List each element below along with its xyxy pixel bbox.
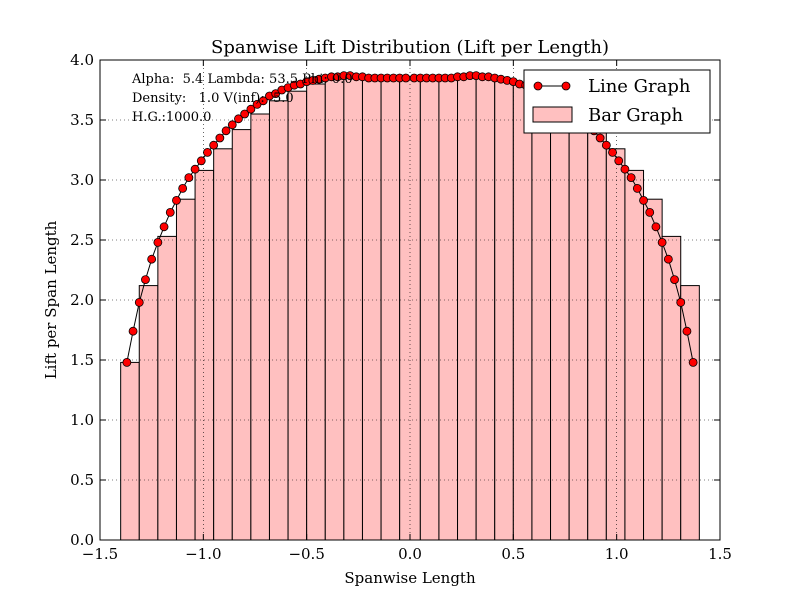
bar bbox=[680, 285, 700, 541]
line-point bbox=[601, 140, 611, 150]
legend-marker-swatch bbox=[561, 81, 571, 91]
line-point bbox=[221, 126, 231, 136]
line-point bbox=[184, 173, 194, 183]
bar bbox=[138, 285, 159, 541]
y-tick-label: 0.0 bbox=[70, 531, 94, 549]
bar bbox=[643, 198, 663, 541]
line-point bbox=[676, 297, 686, 307]
annotation-line: Alpha: 5.4 Lambda: 53.5 Phi: 0.0 bbox=[131, 72, 353, 87]
line-point bbox=[134, 297, 144, 307]
line-point bbox=[651, 222, 661, 232]
bar bbox=[120, 361, 140, 541]
line-point bbox=[645, 207, 655, 217]
y-axis-label: Lift per Span Length bbox=[42, 220, 60, 379]
line-point bbox=[614, 156, 624, 166]
bar bbox=[213, 148, 233, 541]
line-point bbox=[172, 195, 181, 205]
line-point bbox=[620, 164, 630, 174]
x-tick-label: 1.5 bbox=[708, 545, 732, 563]
bar bbox=[438, 76, 459, 541]
line-point bbox=[227, 120, 237, 130]
line-point bbox=[234, 114, 243, 124]
line-point bbox=[657, 237, 667, 247]
y-tick-label: 3.5 bbox=[70, 111, 94, 129]
bar bbox=[587, 129, 607, 541]
bar bbox=[419, 77, 440, 541]
bar bbox=[250, 113, 270, 541]
line-point bbox=[178, 183, 188, 193]
y-tick-label: 2.0 bbox=[70, 291, 94, 309]
line-point bbox=[626, 173, 636, 183]
line-point bbox=[608, 147, 617, 157]
line-point bbox=[682, 326, 692, 336]
line-point bbox=[240, 109, 250, 119]
line-point bbox=[258, 96, 268, 106]
y-tick-label: 2.5 bbox=[70, 231, 94, 249]
x-tick-label: 0.0 bbox=[398, 545, 422, 563]
line-point bbox=[128, 326, 138, 336]
y-tick-label: 3.0 bbox=[70, 171, 94, 189]
chart-title: Spanwise Lift Distribution (Lift per Len… bbox=[211, 37, 609, 58]
bar bbox=[494, 78, 514, 541]
x-tick-label: −1.5 bbox=[82, 545, 118, 563]
bar bbox=[550, 100, 570, 541]
line-point bbox=[246, 104, 256, 114]
line-point bbox=[663, 254, 673, 264]
y-tick-label: 0.5 bbox=[70, 471, 94, 489]
bar bbox=[157, 235, 177, 541]
legend: Line Graph Bar Graph bbox=[523, 69, 711, 134]
line-point bbox=[159, 222, 169, 232]
line-point bbox=[165, 207, 175, 217]
y-tick-label: 4.0 bbox=[70, 51, 94, 69]
legend-label-bar: Bar Graph bbox=[588, 105, 684, 126]
annotation-line: Density: 1.0 V(inf): 5.0 bbox=[132, 91, 294, 106]
line-point bbox=[203, 147, 212, 157]
line-point bbox=[147, 254, 157, 264]
line-point bbox=[670, 275, 679, 285]
annotation-block: Alpha: 5.4 Lambda: 53.5 Phi: 0.0 Density… bbox=[131, 72, 353, 125]
line-point bbox=[401, 73, 411, 83]
line-point bbox=[190, 164, 200, 174]
bar bbox=[380, 76, 401, 541]
bar bbox=[605, 148, 626, 541]
bar bbox=[306, 83, 326, 541]
x-axis-label: Spanwise Length bbox=[344, 569, 476, 587]
bar bbox=[624, 169, 645, 541]
y-tick-label: 1.5 bbox=[70, 351, 94, 369]
x-tick-label: −0.5 bbox=[288, 545, 324, 563]
x-tick-label: −1.0 bbox=[185, 545, 221, 563]
bar bbox=[512, 83, 533, 541]
line-point bbox=[632, 183, 642, 193]
bar bbox=[568, 113, 589, 541]
x-tick-label: 1.0 bbox=[605, 545, 629, 563]
line-point bbox=[196, 156, 206, 166]
y-tick-label: 1.0 bbox=[70, 411, 94, 429]
bar bbox=[175, 198, 196, 541]
legend-label-line: Line Graph bbox=[588, 76, 691, 97]
x-tick-label: 0.5 bbox=[501, 545, 525, 563]
bar bbox=[343, 76, 363, 541]
bar bbox=[457, 75, 477, 541]
line-point bbox=[688, 357, 698, 367]
legend-marker-swatch bbox=[533, 81, 543, 91]
bar bbox=[194, 169, 215, 541]
bar bbox=[324, 78, 345, 541]
line-point bbox=[595, 133, 605, 143]
line-point bbox=[122, 357, 132, 367]
line-point bbox=[639, 195, 648, 205]
bar bbox=[287, 90, 308, 541]
bar bbox=[268, 100, 289, 541]
line-point bbox=[209, 140, 219, 150]
bar bbox=[531, 90, 552, 541]
line-point bbox=[153, 237, 163, 247]
bar bbox=[475, 76, 496, 541]
line-point bbox=[141, 275, 150, 285]
annotation-line: H.G.:1000.0 bbox=[132, 110, 211, 125]
line-point bbox=[215, 133, 225, 143]
bar bbox=[361, 75, 382, 541]
legend-bar-swatch bbox=[532, 106, 573, 123]
bar bbox=[231, 129, 252, 541]
